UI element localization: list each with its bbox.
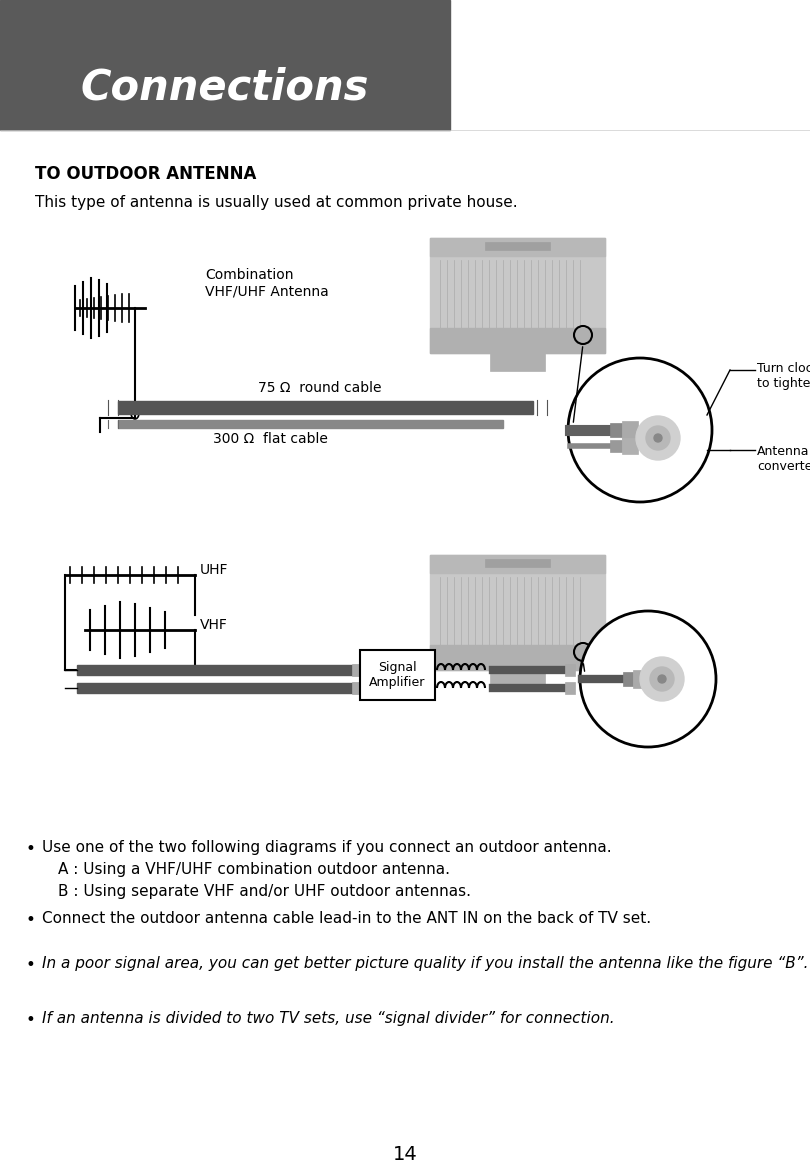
Text: Connect the outdoor antenna cable lead-in to the ANT IN on the back of TV set.: Connect the outdoor antenna cable lead-i… [42, 911, 651, 926]
Circle shape [650, 667, 674, 691]
Circle shape [580, 612, 716, 747]
Bar [565, 682, 575, 694]
Bar [360, 650, 435, 700]
Circle shape [640, 657, 684, 701]
Text: 75 Ω  round cable: 75 Ω round cable [258, 381, 382, 395]
Bar [622, 421, 638, 439]
Text: Turn clockwise
to tighten: Turn clockwise to tighten [757, 362, 810, 390]
Bar [0, 0, 450, 131]
Circle shape [658, 675, 666, 683]
Text: UHF: UHF [200, 563, 228, 577]
Text: Signal
Amplifier: Signal Amplifier [369, 661, 426, 689]
Bar [622, 437, 638, 454]
Bar [623, 671, 633, 686]
Bar [352, 682, 360, 694]
Text: •: • [25, 1011, 35, 1029]
Text: This type of antenna is usually used at common private house.: This type of antenna is usually used at … [35, 195, 518, 211]
Text: Connections: Connections [81, 67, 369, 109]
Circle shape [568, 358, 712, 502]
Bar [77, 683, 360, 693]
Circle shape [654, 434, 662, 442]
Text: B : Using separate VHF and/or UHF outdoor antennas.: B : Using separate VHF and/or UHF outdoo… [58, 884, 471, 898]
Text: A : Using a VHF/UHF combination outdoor antenna.: A : Using a VHF/UHF combination outdoor … [58, 862, 450, 877]
Bar [490, 670, 545, 688]
Text: Use one of the two following diagrams if you connect an outdoor antenna.: Use one of the two following diagrams if… [42, 840, 612, 855]
Bar [118, 420, 503, 428]
Text: •: • [25, 956, 35, 974]
Bar [430, 555, 605, 670]
Bar [430, 238, 605, 256]
Text: If an antenna is divided to two TV sets, use “signal divider” for connection.: If an antenna is divided to two TV sets,… [42, 1011, 615, 1025]
Text: Combination
VHF/UHF Antenna: Combination VHF/UHF Antenna [205, 268, 329, 299]
Text: •: • [25, 840, 35, 858]
Bar [490, 353, 545, 370]
Circle shape [646, 426, 670, 450]
Bar [430, 555, 605, 573]
Text: •: • [25, 911, 35, 929]
Bar [633, 670, 647, 688]
Bar [485, 242, 550, 250]
Bar [77, 664, 360, 675]
Bar [610, 423, 622, 437]
Bar [430, 644, 605, 670]
Bar [565, 664, 575, 676]
Bar [430, 328, 605, 353]
Text: 300 Ω  flat cable: 300 Ω flat cable [212, 432, 327, 446]
Text: In a poor signal area, you can get better picture quality if you install the ant: In a poor signal area, you can get bette… [42, 956, 808, 971]
Bar [430, 238, 605, 353]
Text: VHF: VHF [200, 619, 228, 632]
Text: Antenna
converter: Antenna converter [757, 445, 810, 473]
Text: TO OUTDOOR ANTENNA: TO OUTDOOR ANTENNA [35, 165, 257, 183]
Bar [610, 440, 622, 452]
Bar [485, 559, 550, 567]
Bar [118, 401, 533, 414]
Circle shape [636, 416, 680, 460]
Text: 14: 14 [393, 1145, 417, 1164]
Bar [352, 664, 360, 676]
